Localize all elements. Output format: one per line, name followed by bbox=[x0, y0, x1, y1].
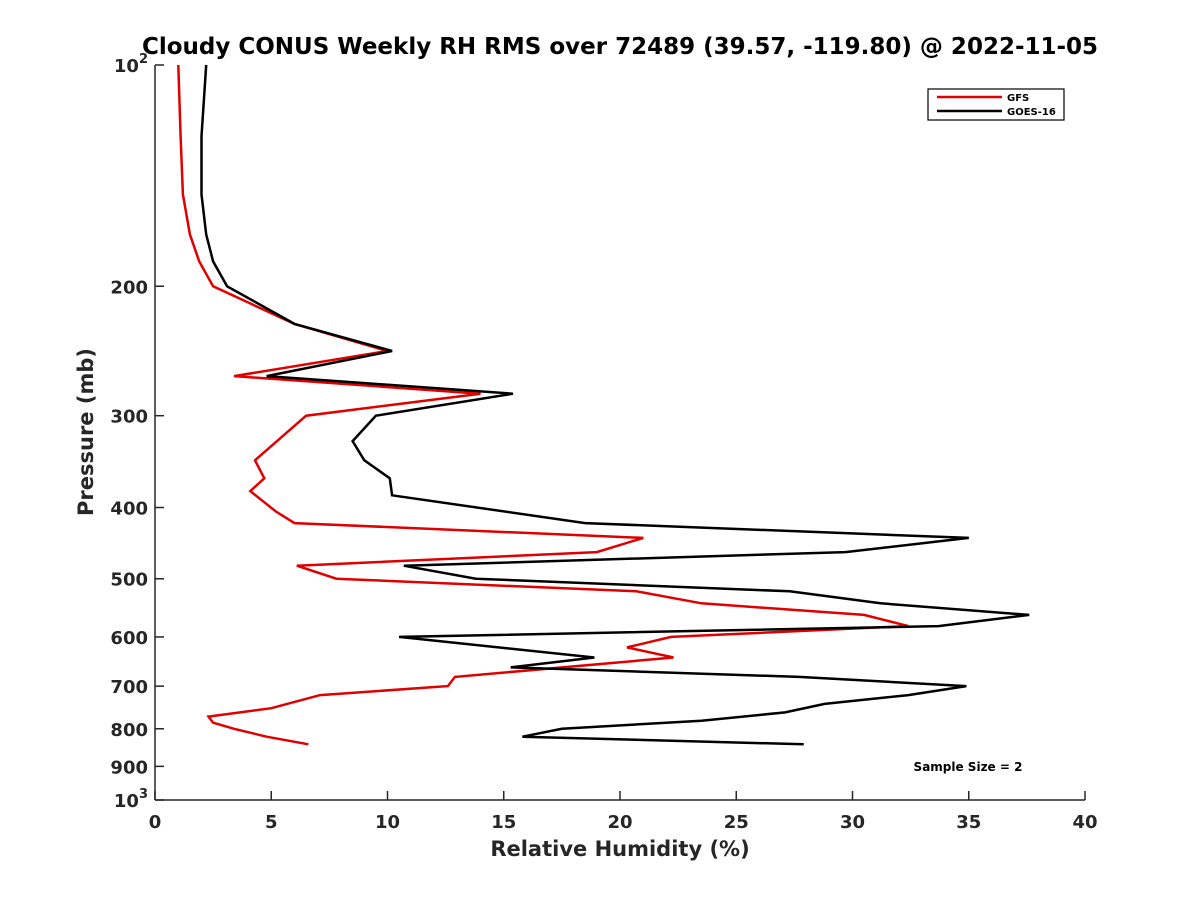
y-tick-label: 300 bbox=[110, 407, 148, 428]
y-axis-label: Pressure (mb) bbox=[74, 348, 98, 516]
legend: GFS GOES-16 bbox=[927, 88, 1065, 121]
chart-title: Cloudy CONUS Weekly RH RMS over 72489 (3… bbox=[142, 34, 1098, 60]
series-line-gfs bbox=[177, 64, 909, 746]
y-tick-label: 500 bbox=[110, 570, 148, 591]
y-tick-label: 700 bbox=[110, 677, 148, 698]
x-tick-label: 10 bbox=[375, 812, 400, 833]
y-tick-label: 103 bbox=[114, 787, 148, 812]
y-tick-exponent: 2 bbox=[139, 52, 148, 67]
legend-label-goes-16: GOES-16 bbox=[1007, 107, 1056, 118]
y-tick-label: 800 bbox=[110, 720, 148, 741]
y-tick-label: 400 bbox=[110, 499, 148, 520]
legend-label-gfs: GFS bbox=[1007, 93, 1029, 104]
x-tick-label: 35 bbox=[956, 812, 981, 833]
plot-area bbox=[177, 64, 1030, 746]
x-tick-label: 0 bbox=[149, 812, 162, 833]
x-tick-label: 25 bbox=[724, 812, 749, 833]
y-tick-base: 10 bbox=[114, 56, 139, 77]
x-tick-label: 20 bbox=[607, 812, 632, 833]
y-tick-base: 10 bbox=[114, 791, 139, 812]
x-tick-label: 5 bbox=[265, 812, 278, 833]
y-tick-exponent: 3 bbox=[139, 787, 148, 802]
x-tick-label: 30 bbox=[840, 812, 865, 833]
y-tick-label: 200 bbox=[110, 277, 148, 298]
x-axis-label: Relative Humidity (%) bbox=[490, 837, 749, 861]
x-tick-label: 15 bbox=[491, 812, 516, 833]
y-tick-label: 900 bbox=[110, 757, 148, 778]
x-axis-ticks: 0 5 10 15 20 25 30 35 40 bbox=[149, 791, 1098, 833]
series-line-goes-16 bbox=[200, 64, 1030, 746]
x-tick-label: 40 bbox=[1072, 812, 1097, 833]
y-tick-label: 102 bbox=[114, 52, 148, 77]
legend-box bbox=[927, 88, 1065, 121]
sample-size-annotation: Sample Size = 2 bbox=[914, 760, 1023, 774]
y-tick-label: 600 bbox=[110, 628, 148, 649]
